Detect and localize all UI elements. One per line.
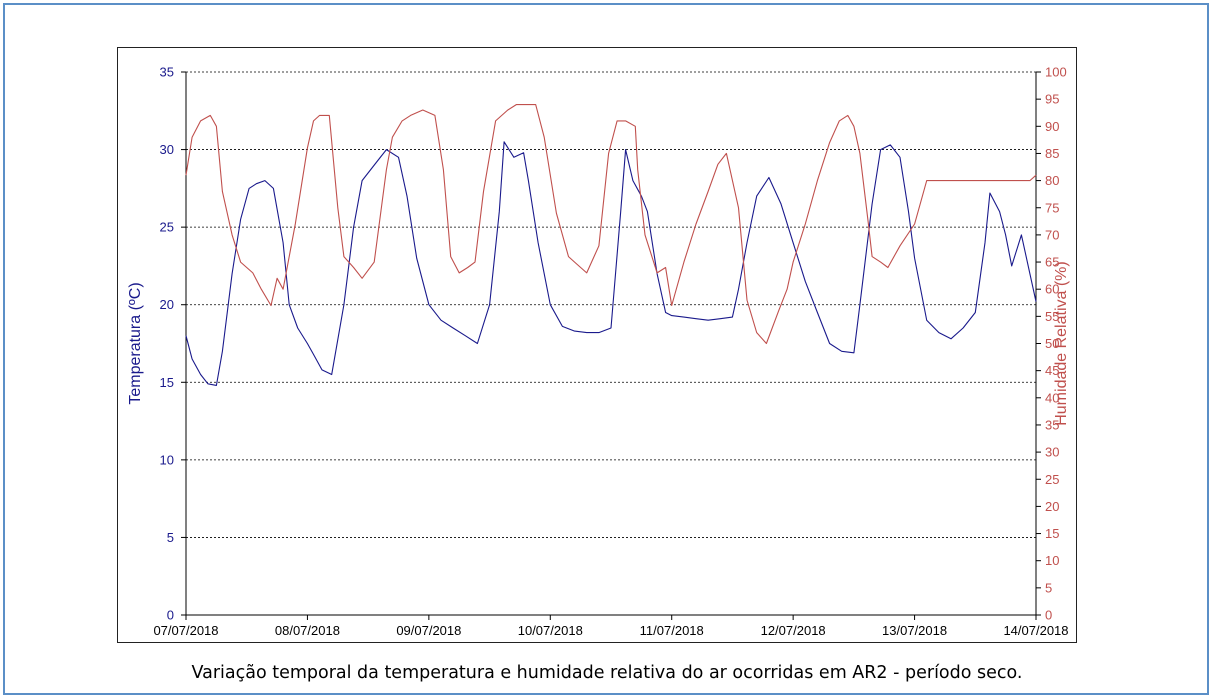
y-tick-label: 10 (160, 452, 174, 467)
y2-axis-title: Humidade Relativa (%) (1053, 261, 1070, 426)
y2-tick-label: 40 (1045, 390, 1059, 405)
y2-tick-label: 75 (1045, 200, 1059, 215)
y2-tick-label: 60 (1045, 282, 1059, 297)
chart-svg: 0 5 10 15 20 25 30 35 0 5 10 15 20 25 30 35 40 45 50 55 60 65… (127, 65, 1070, 639)
y2-tick-label: 80 (1045, 173, 1059, 188)
y2-tick-label: 0 (1045, 608, 1052, 623)
y2-tick-label: 35 (1045, 417, 1059, 432)
x-tick-label: 10/07/2018 (518, 623, 583, 638)
y2-tick-label: 45 (1045, 363, 1059, 378)
y-axis-title: Temperatura (ºC) (127, 282, 144, 404)
y2-tick-label: 65 (1045, 255, 1059, 270)
y-tick-label: 20 (160, 297, 174, 312)
y2-tick-label: 55 (1045, 309, 1059, 324)
y2-tick-label: 15 (1045, 526, 1059, 541)
y2-tick-label: 25 (1045, 472, 1059, 487)
y2-tick-label: 95 (1045, 92, 1059, 107)
x-tick-label: 09/07/2018 (396, 623, 461, 638)
y-tick-label: 30 (160, 142, 174, 157)
y2-tick-label: 50 (1045, 336, 1059, 351)
x-tick-label: 12/07/2018 (761, 623, 826, 638)
x-tick-label: 07/07/2018 (153, 623, 218, 638)
y-tick-label: 5 (167, 530, 174, 545)
chart-area: 0 5 10 15 20 25 30 35 0 5 10 15 20 25 30 35 40 45 50 55 60 65… (117, 47, 1077, 643)
y2-tick-label: 30 (1045, 445, 1059, 460)
y2-tick-label: 70 (1045, 227, 1059, 242)
y-tick-label: 15 (160, 375, 174, 390)
x-tick-label: 13/07/2018 (882, 623, 947, 638)
y2-tick-label: 100 (1045, 65, 1067, 80)
y-tick-label: 0 (167, 608, 174, 623)
x-tick-label: 11/07/2018 (640, 623, 704, 638)
temperature-series-line (185, 141, 1037, 386)
figure-caption: Variação temporal da temperatura e humid… (191, 663, 1023, 683)
y2-tick-label: 5 (1045, 580, 1052, 595)
figure-frame (3, 3, 1209, 695)
y2-tick-label: 20 (1045, 499, 1059, 514)
y2-tick-label: 10 (1045, 553, 1059, 568)
humidity-series-line (185, 104, 1037, 345)
y-tick-label: 25 (160, 220, 174, 235)
y2-tick-label: 90 (1045, 119, 1059, 134)
y2-tick-label: 85 (1045, 146, 1059, 161)
x-tick-label: 14/07/2018 (1003, 623, 1068, 638)
y-tick-label: 35 (160, 65, 174, 80)
x-tick-label: 08/07/2018 (275, 623, 340, 638)
